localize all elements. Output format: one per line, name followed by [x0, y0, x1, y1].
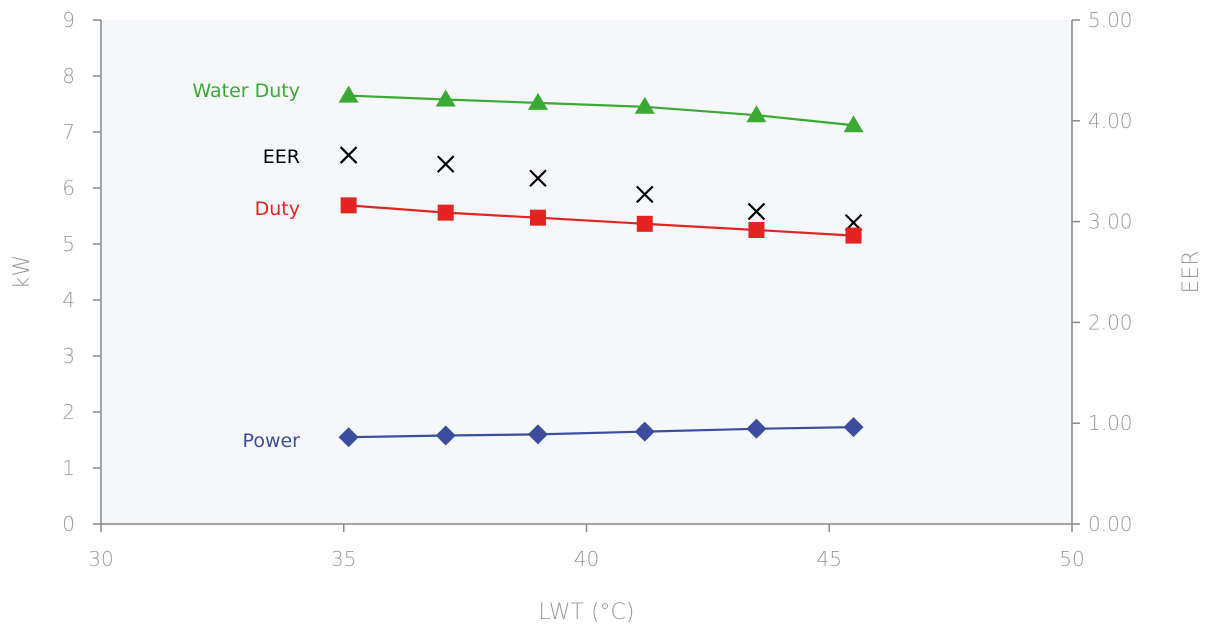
data-point-duty — [748, 222, 765, 238]
series-label-water-duty: Water Duty — [192, 80, 300, 102]
y-tick-label: 8 — [62, 64, 75, 88]
y2-tick-label: 2.00 — [1088, 310, 1133, 334]
data-point-power — [435, 425, 456, 446]
data-point-duty — [529, 209, 546, 226]
y2-tick-label: 3.00 — [1088, 210, 1133, 234]
data-point-eer — [747, 202, 766, 221]
y2-tick-label: 0.00 — [1088, 512, 1133, 536]
series-duty-line — [348, 204, 854, 237]
series-layer: Water Duty EER Duty Power — [192, 80, 864, 452]
y2-axis-title: EER — [1179, 250, 1204, 293]
data-point-eer — [339, 146, 358, 164]
y-tick-label: 5 — [62, 232, 75, 256]
series-label-power: Power — [243, 430, 301, 452]
y2-tick-label: 1.00 — [1088, 411, 1133, 435]
series-label-duty: Duty — [255, 198, 300, 220]
data-point-power — [746, 418, 767, 439]
series-duty: Duty — [255, 197, 862, 244]
series-power-line — [348, 426, 854, 439]
x-tick-label: 50 — [1059, 547, 1084, 571]
data-point-power — [843, 417, 864, 438]
x-tick-label: 30 — [88, 547, 113, 571]
data-point-eer — [635, 185, 654, 204]
data-point-eer — [529, 169, 547, 188]
x-tick-label: 35 — [331, 547, 356, 571]
data-point-power — [338, 427, 359, 448]
data-point-duty — [636, 215, 653, 232]
series-power: Power — [243, 417, 864, 452]
series-label-eer: EER — [263, 146, 300, 168]
data-point-water-duty — [843, 115, 864, 133]
data-point-duty — [340, 197, 357, 214]
y-tick-label: 4 — [62, 288, 75, 312]
data-point-water-duty — [746, 105, 767, 123]
series-water-duty: Water Duty — [192, 80, 864, 133]
x-axis-title: LWT (°C) — [539, 600, 635, 625]
data-point-power — [634, 421, 655, 442]
y2-tick-label: 5.00 — [1088, 8, 1133, 32]
data-point-water-duty — [338, 85, 359, 103]
data-point-duty — [437, 204, 454, 221]
x-tick-label: 45 — [817, 547, 842, 571]
data-point-water-duty — [634, 96, 655, 114]
y-tick-label: 0 — [62, 512, 75, 536]
y-tick-label: 1 — [62, 456, 75, 480]
data-point-duty — [845, 227, 862, 244]
y-tick-label: 6 — [62, 176, 75, 200]
y2-tick-label: 4.00 — [1088, 109, 1133, 133]
data-point-water-duty — [527, 92, 548, 110]
y-tick-label: 9 — [62, 8, 75, 32]
x-tick-label: 40 — [574, 547, 599, 571]
data-point-water-duty — [435, 89, 456, 107]
data-point-eer — [436, 155, 455, 173]
y-tick-label: 3 — [62, 344, 75, 368]
y-tick-label: 2 — [62, 400, 75, 424]
series-eer: EER — [263, 146, 863, 232]
data-point-power — [527, 424, 548, 445]
y-tick-label: 7 — [62, 120, 75, 144]
y-axis-title: kW — [10, 255, 35, 290]
series-water-duty-line — [348, 94, 854, 127]
